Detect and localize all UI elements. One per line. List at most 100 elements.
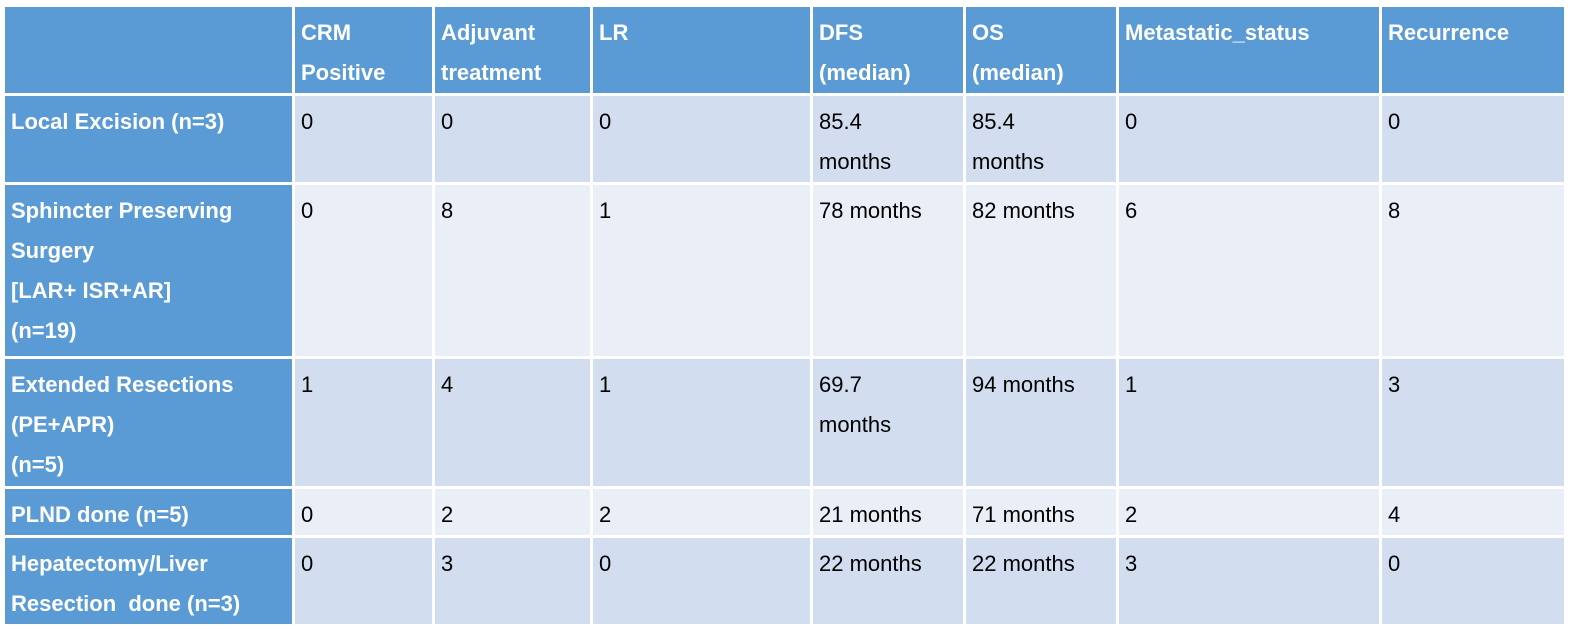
cell-line: 0 [441, 109, 454, 134]
cell-line: Sphincter Preserving [11, 198, 233, 223]
cell-line: months [972, 149, 1045, 174]
cell-line: Local Excision (n=3) [11, 109, 225, 134]
corner-cell [2, 4, 295, 96]
data-cell: 3 [432, 535, 593, 627]
data-cell: 8 [432, 182, 593, 359]
data-cell: 0 [590, 535, 813, 627]
data-row: Extended Resections (PE+APR) (n=5) 1 4 1 69.7 m… [2, 356, 1567, 489]
cell-line: Positive [301, 60, 386, 85]
data-cell: 94 months [963, 356, 1119, 489]
cell-line: 2 [599, 502, 612, 527]
data-cell: 4 [432, 356, 593, 489]
data-cell: 0 [292, 93, 435, 185]
data-cell: 82 months [963, 182, 1119, 359]
header-cell: LR [590, 4, 813, 96]
cell-line: Extended Resections [11, 372, 234, 397]
data-cell: 0 [292, 535, 435, 627]
cell-line: Metastatic_status [1125, 20, 1310, 45]
cell-line: 1 [301, 372, 314, 397]
data-cell: 8 [1379, 182, 1567, 359]
cell-line: 69.7 [819, 372, 862, 397]
data-cell: 0 [1379, 93, 1567, 185]
cell-line: (PE+APR) [11, 412, 115, 437]
cell-line: 0 [301, 109, 314, 134]
data-cell: 2 [1116, 486, 1382, 538]
data-cell: 6 [1116, 182, 1382, 359]
cell-line: 0 [599, 551, 612, 576]
cell-line: 8 [441, 198, 454, 223]
cell-line: LR [599, 20, 629, 45]
cell-line: [LAR+ ISR+AR] [11, 278, 172, 303]
cell-line: 0 [1388, 551, 1401, 576]
cell-line: OS [972, 20, 1004, 45]
row-label: PLND done (n=5) [2, 486, 295, 538]
cell-line: 0 [599, 109, 612, 134]
data-cell: 4 [1379, 486, 1567, 538]
data-cell: 0 [1116, 93, 1382, 185]
data-cell: 0 [292, 182, 435, 359]
data-cell: 69.7 months [810, 356, 966, 489]
cell-line: 2 [441, 502, 454, 527]
cell-line: 94 months [972, 372, 1075, 397]
data-row: Hepatectomy/Liver Resection done (n=3) 0 3 0… [2, 535, 1567, 627]
cell-line: 1 [1125, 372, 1138, 397]
data-row: Local Excision (n=3) 0 0 0 85.4 months 85.4 mon… [2, 93, 1567, 185]
cell-line: 82 months [972, 198, 1075, 223]
cell-line: 8 [1388, 198, 1401, 223]
header-cell: OS (median) [963, 4, 1119, 96]
data-cell: 1 [1116, 356, 1382, 489]
cell-line: 0 [301, 551, 314, 576]
data-cell: 0 [590, 93, 813, 185]
header-cell: Recurrence [1379, 4, 1567, 96]
data-row: Sphincter Preserving Surgery [LAR+ ISR+AR]… [2, 182, 1567, 359]
row-label: Local Excision (n=3) [2, 93, 295, 185]
data-cell: 0 [292, 486, 435, 538]
data-cell: 2 [590, 486, 813, 538]
cell-line: 22 months [972, 551, 1075, 576]
cell-line: CRM [301, 20, 352, 45]
cell-line: DFS [819, 20, 863, 45]
data-cell: 0 [1379, 535, 1567, 627]
row-label: Sphincter Preserving Surgery [LAR+ ISR+AR]… [2, 182, 295, 359]
cell-line: 3 [1125, 551, 1138, 576]
cell-line: Adjuvant [441, 20, 536, 45]
data-cell: 85.4 months [963, 93, 1119, 185]
cell-line: Surgery [11, 238, 95, 263]
cell-line: 4 [441, 372, 454, 397]
cell-line: 78 months [819, 198, 922, 223]
data-cell: 3 [1379, 356, 1567, 489]
data-cell: 3 [1116, 535, 1382, 627]
cell-line: 85.4 [972, 109, 1015, 134]
cell-line: Hepatectomy/Liver [11, 551, 208, 576]
data-cell: 1 [590, 182, 813, 359]
row-label: Extended Resections (PE+APR) (n=5) [2, 356, 295, 489]
cell-line: 1 [599, 198, 612, 223]
header-cell: CRM Positive [292, 4, 435, 96]
cell-line: treatment [441, 60, 542, 85]
cell-line: 0 [301, 502, 314, 527]
cell-line: 22 months [819, 551, 922, 576]
data-cell: 85.4 months [810, 93, 966, 185]
cell-line: PLND done (n=5) [11, 502, 189, 527]
cell-line: 2 [1125, 502, 1138, 527]
cell-line: (median) [819, 60, 911, 85]
cell-line: 0 [301, 198, 314, 223]
cell-line: (median) [972, 60, 1064, 85]
cell-line: 0 [1125, 109, 1138, 134]
cell-line: 85.4 [819, 109, 862, 134]
cell-line: months [819, 149, 892, 174]
cell-line: 3 [441, 551, 454, 576]
data-cell: 22 months [810, 535, 966, 627]
cell-line: Resection done (n=3) [11, 591, 241, 616]
header-cell: Adjuvant treatment [432, 4, 593, 96]
data-cell: 71 months [963, 486, 1119, 538]
row-label: Hepatectomy/Liver Resection done (n=3) [2, 535, 295, 627]
cell-line: Recurrence [1388, 20, 1510, 45]
cell-line: 4 [1388, 502, 1401, 527]
cell-line: 3 [1388, 372, 1401, 397]
header-row: CRM Positive Adjuvant treatment LR DFS (median… [2, 4, 1567, 96]
cell-line: 0 [1388, 109, 1401, 134]
cell-line: months [819, 412, 892, 437]
data-cell: 1 [292, 356, 435, 489]
data-cell: 0 [432, 93, 593, 185]
